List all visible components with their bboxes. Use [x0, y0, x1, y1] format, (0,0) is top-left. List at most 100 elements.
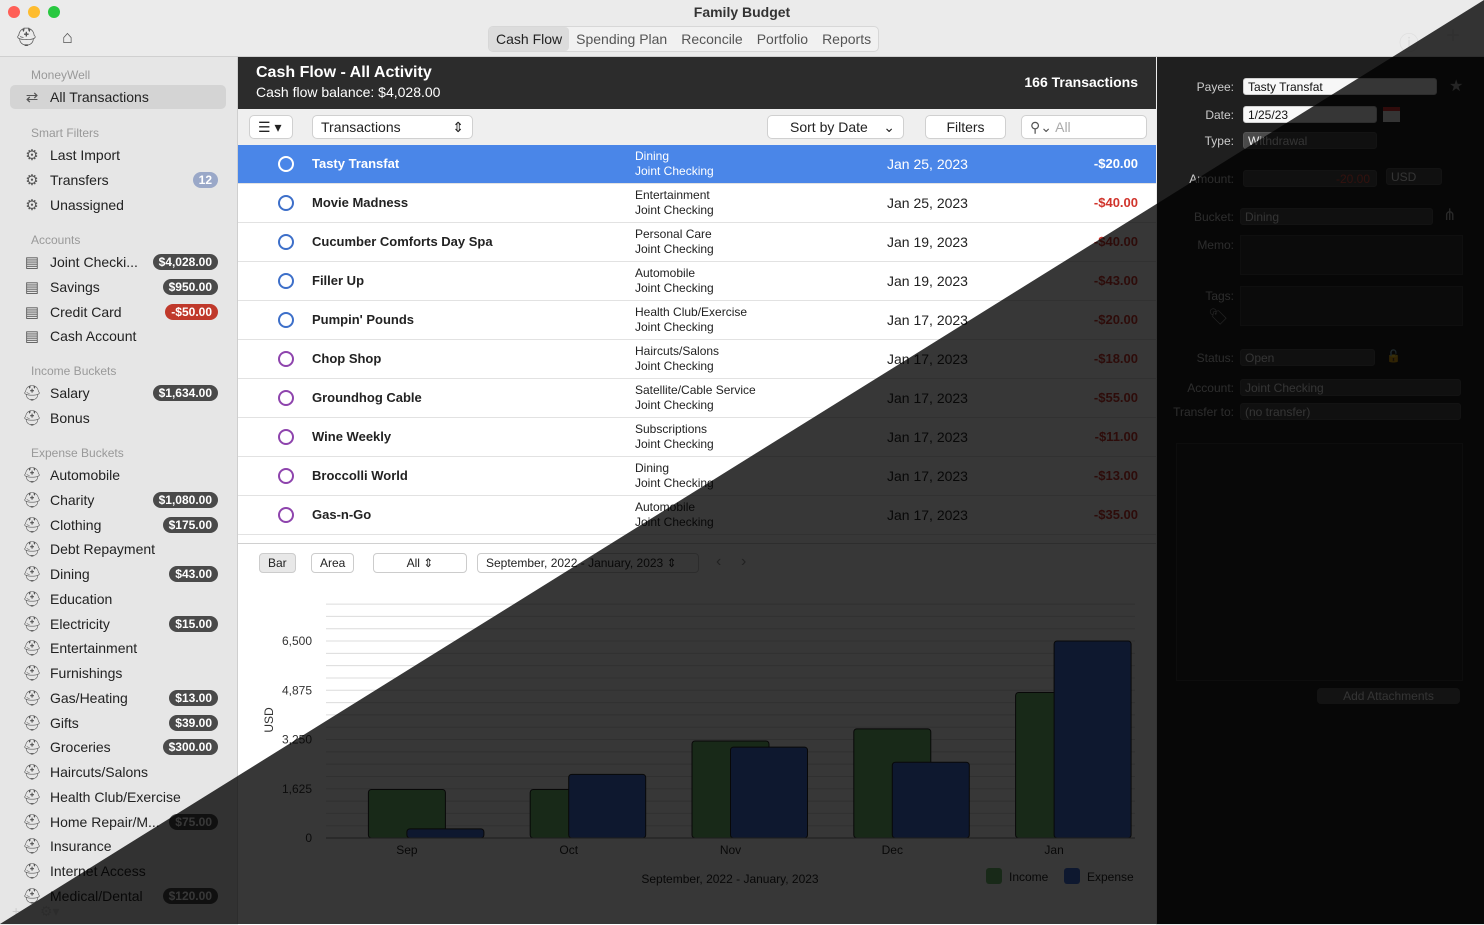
add-bucket-icon[interactable]: + [12, 903, 21, 919]
sidebar-item-expense[interactable]: ⛑ Insurance [10, 834, 226, 858]
add-attachments-button[interactable]: Add Attachments [1317, 688, 1460, 704]
chart-area-toggle[interactable]: Area [311, 553, 355, 573]
account-label: Account: [1187, 381, 1234, 395]
sidebar-item-expense[interactable]: ⛑ Charity $1,080.00 [10, 488, 226, 512]
view-options-button[interactable]: ☰ ▾ [249, 115, 293, 139]
sidebar-item-expense[interactable]: ⛑ Groceries $300.00 [10, 735, 226, 759]
payee-cell: Pumpin' Pounds [312, 312, 415, 327]
balance-badge: $300.00 [162, 739, 218, 756]
sidebar-item-expense[interactable]: ⛑ Electricity $15.00 [10, 612, 226, 636]
status-icon[interactable] [278, 390, 294, 406]
sidebar-item-smart_filters[interactable]: ⚙ Unassigned [10, 193, 226, 217]
filters-button[interactable]: Filters [925, 115, 1006, 139]
table-row[interactable]: Filler Up Automobile Joint Checking Jan 19,… [238, 262, 1156, 301]
tags-field[interactable] [1240, 286, 1463, 326]
main-pane: Cash Flow - All Activity Cash flow balan… [238, 57, 1156, 925]
chart-bar-toggle[interactable]: Bar [259, 553, 296, 573]
gear-icon[interactable]: ⚙▾ [40, 903, 60, 919]
home-sync-icon[interactable]: ⌂ [62, 27, 73, 47]
balance-badge: $1,634.00 [152, 385, 218, 401]
split-icon[interactable]: ⋔ [1443, 207, 1457, 224]
table-row[interactable]: Movie Madness Entertainment Joint Checking… [238, 184, 1156, 223]
info-icon[interactable]: ⓘ [1399, 33, 1419, 55]
status-icon[interactable] [278, 468, 294, 484]
sidebar-item-expense[interactable]: ⛑ Entertainment [10, 636, 226, 660]
bucket-icon[interactable]: ⛑ [15, 27, 38, 47]
tab-reports[interactable]: Reports [822, 31, 872, 47]
amount-field[interactable]: -20.00 [1243, 170, 1377, 187]
table-row[interactable]: Broccolli World Dining Joint Checking Jan 1… [238, 457, 1156, 496]
status-icon[interactable] [278, 234, 294, 250]
sidebar-item-expense[interactable]: ⛑ Internet Access [10, 859, 226, 883]
sidebar-item-expense[interactable]: ⛑ Haircuts/Salons [10, 760, 226, 784]
status-icon[interactable] [278, 507, 294, 523]
table-row[interactable]: Tasty Transfat Dining Joint Checking Jan 25… [238, 145, 1156, 184]
amount-cell: -$20.00 [1093, 156, 1138, 171]
chevron-left-icon[interactable]: ‹ [716, 553, 722, 570]
status-icon[interactable] [278, 195, 294, 211]
chart-scope-select[interactable]: All ⇕ [373, 553, 467, 573]
currency-select[interactable]: USD [1386, 168, 1442, 185]
table-row[interactable]: Wine Weekly Subscriptions Joint Checking Ja… [238, 418, 1156, 457]
table-row[interactable]: Groundhog Cable Satellite/Cable Service Jo… [238, 379, 1156, 418]
sidebar-item-expense[interactable]: ⛑ Health Club/Exercise [10, 785, 226, 809]
sidebar-item-expense[interactable]: ⛑ Gifts $39.00 [10, 711, 226, 735]
chevron-right-icon[interactable]: › [741, 553, 747, 570]
sidebar-item-income[interactable]: ⛑ Bonus [10, 406, 226, 430]
table-row[interactable]: Pumpin' Pounds Health Club/Exercise Joint … [238, 301, 1156, 340]
status-icon[interactable] [278, 156, 294, 172]
category-name: Satellite/Cable Service [635, 383, 756, 397]
tab-spending-plan[interactable]: Spending Plan [576, 31, 668, 47]
chart-range-select[interactable]: September, 2022 - January, 2023 ⇕ [477, 553, 699, 573]
sidebar-item-expense[interactable]: ⛑ Automobile [10, 463, 226, 487]
unlock-icon[interactable]: 🔓 [1386, 349, 1401, 363]
add-icon[interactable]: + [1446, 22, 1461, 49]
star-icon[interactable]: ★ [1449, 78, 1464, 95]
transfer-label: Transfer to: [1173, 405, 1234, 419]
tab-cash-flow[interactable]: Cash Flow [489, 27, 570, 51]
type-select[interactable]: Withdrawal [1243, 132, 1377, 149]
payee-cell: Chop Shop [312, 351, 382, 366]
status-icon[interactable] [278, 351, 294, 367]
sidebar-item-accounts[interactable]: ▤ Credit Card -$50.00 [10, 300, 226, 324]
sidebar-item-label: Savings [50, 278, 100, 295]
sidebar-item-accounts[interactable]: ▤ Joint Checki... $4,028.00 [10, 250, 226, 274]
status-select[interactable]: Open [1240, 349, 1375, 366]
sidebar-item-expense[interactable]: ⛑ Debt Repayment [10, 537, 226, 561]
transfer-select[interactable]: (no transfer) [1240, 403, 1461, 420]
bucket-icon: ⛑ [22, 838, 42, 856]
search-input[interactable]: ⚲⌄ All [1021, 115, 1147, 139]
tab-portfolio[interactable]: Portfolio [756, 31, 809, 47]
sidebar-item-expense[interactable]: ⛑ Clothing $175.00 [10, 513, 226, 537]
memo-field[interactable] [1240, 235, 1463, 275]
status-icon[interactable] [278, 273, 294, 289]
sidebar-item-income[interactable]: ⛑ Salary $1,634.00 [10, 381, 226, 405]
calendar-icon[interactable] [1383, 107, 1400, 122]
account-name: Joint Checking [635, 515, 714, 529]
sidebar-item-accounts[interactable]: ▤ Cash Account [10, 324, 226, 348]
table-row[interactable]: Cucumber Comforts Day Spa Personal Care Jo… [238, 223, 1156, 262]
sidebar-item-all-transactions[interactable]: ⇄ All Transactions [10, 85, 226, 109]
date-field[interactable]: 1/25/23 [1243, 106, 1377, 123]
status-icon[interactable] [278, 429, 294, 445]
sidebar-item-expense[interactable]: ⛑ Home Repair/M... $75.00 [10, 810, 226, 834]
payee-cell: Broccolli World [312, 468, 408, 483]
table-row[interactable]: Gas-n-Go Automobile Joint Checking Jan 17, … [238, 496, 1156, 535]
sidebar-item-expense[interactable]: ⛑ Furnishings [10, 661, 226, 685]
tab-reconcile[interactable]: Reconcile [681, 31, 743, 47]
sidebar-item-expense[interactable]: ⛑ Education [10, 587, 226, 611]
sidebar-item-accounts[interactable]: ▤ Savings $950.00 [10, 275, 226, 299]
table-row[interactable]: Chop Shop Haircuts/Salons Joint Checking Ja… [238, 340, 1156, 379]
payee-field[interactable]: Tasty Transfat [1243, 78, 1437, 95]
sort-select[interactable]: Sort by Date ⌄ [767, 115, 904, 139]
bucket-select[interactable]: Dining [1240, 208, 1433, 225]
sidebar-item-expense[interactable]: ⛑ Dining $43.00 [10, 562, 226, 586]
category-name: Dining [635, 149, 670, 163]
register-type-select[interactable]: Transactions ⇕ [312, 115, 473, 139]
account-select[interactable]: Joint Checking [1240, 379, 1461, 396]
sidebar-item-smart_filters[interactable]: ⚙ Last Import [10, 143, 226, 167]
sidebar-item-expense[interactable]: ⛑ Gas/Heating $13.00 [10, 686, 226, 710]
status-icon[interactable] [278, 312, 294, 328]
sidebar-item-smart_filters[interactable]: ⚙ Transfers 12 [10, 168, 226, 192]
attachments-area[interactable] [1176, 443, 1463, 681]
